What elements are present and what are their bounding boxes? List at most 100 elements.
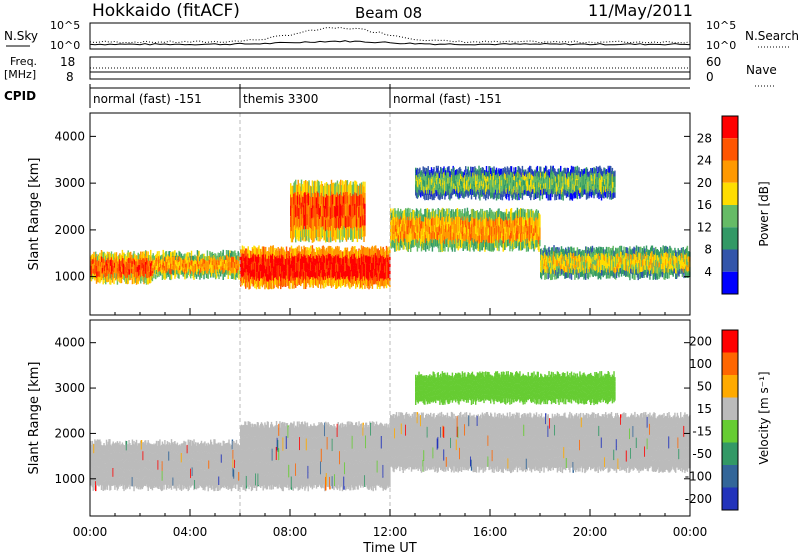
data-cell (206, 267, 209, 273)
data-cell (170, 252, 172, 258)
data-cell (153, 264, 155, 270)
data-cell (118, 273, 120, 279)
data-cell (211, 260, 214, 265)
data-cell (194, 263, 196, 269)
data-cell (139, 254, 141, 260)
data-cell (110, 253, 112, 260)
data-cell (130, 264, 133, 269)
data-cell (90, 261, 92, 266)
data-cell (235, 274, 237, 280)
data-cell (99, 277, 101, 284)
data-cell (233, 273, 235, 280)
data-cell (228, 266, 230, 271)
data-cell (248, 265, 250, 274)
data-cell (245, 248, 248, 256)
data-cell (168, 260, 170, 265)
data-cell (200, 254, 203, 260)
data-cell (195, 267, 197, 272)
data-cell (173, 256, 175, 261)
data-cell (199, 275, 201, 280)
data-cell (159, 270, 161, 275)
data-cell (260, 278, 263, 285)
data-cell (108, 262, 110, 269)
data-cell (127, 250, 129, 258)
data-cell (229, 260, 231, 266)
data-cell (145, 262, 147, 268)
data-cell (173, 260, 175, 266)
data-cell (179, 251, 181, 257)
data-cell (198, 268, 200, 274)
data-cell (103, 263, 105, 269)
data-cell (221, 269, 224, 275)
data-cell (175, 272, 177, 277)
data-cell (210, 257, 212, 263)
data-cell (239, 257, 241, 262)
data-cell (155, 265, 158, 270)
data-cell (125, 261, 128, 268)
data-cell (262, 262, 264, 270)
data-cell (156, 272, 159, 278)
data-cell (150, 263, 152, 270)
data-cell (257, 262, 259, 271)
data-cell (123, 258, 125, 264)
data-cell (274, 270, 276, 278)
data-cell (98, 271, 100, 277)
data-cell (169, 251, 171, 257)
data-cell (171, 269, 174, 274)
data-cell (140, 275, 143, 281)
data-cell (185, 263, 187, 268)
data-cell (183, 263, 185, 268)
data-cell (99, 264, 101, 271)
data-cell (198, 250, 200, 256)
data-cell (264, 265, 266, 274)
data-cell (121, 267, 124, 274)
data-cell (226, 258, 229, 263)
data-cell (136, 272, 139, 278)
data-cell (270, 255, 273, 264)
data-cell (272, 271, 274, 281)
data-cell (133, 277, 135, 284)
data-cell (104, 271, 106, 277)
data-cell (145, 250, 147, 257)
data-cell (224, 259, 226, 264)
data-cell (146, 254, 149, 261)
data-cell (174, 273, 176, 279)
data-cell (250, 251, 253, 258)
data-cell (264, 281, 266, 290)
data-cell (159, 255, 161, 260)
data-cell (178, 250, 180, 257)
data-cell (208, 267, 210, 271)
data-cell (172, 266, 174, 271)
data-cell (100, 276, 102, 282)
data-cell (100, 261, 102, 267)
data-cell (110, 265, 112, 273)
data-cell (166, 267, 169, 271)
data-cell (274, 262, 276, 271)
data-cell (110, 278, 112, 285)
data-cell (227, 256, 229, 262)
data-cell (146, 272, 149, 279)
data-cell (140, 277, 142, 284)
data-cell (182, 255, 184, 260)
data-cell (274, 247, 276, 256)
data-cell (637, 273, 639, 281)
data-cell (256, 264, 259, 272)
data-cell (267, 274, 269, 282)
data-cell (115, 275, 117, 281)
data-cell (135, 272, 137, 278)
data-cell (225, 266, 227, 271)
data-cell (231, 251, 234, 257)
data-cell (215, 260, 218, 265)
data-cell (195, 256, 197, 260)
data-cell (265, 269, 267, 277)
data-cell (245, 256, 247, 265)
data-cell (253, 261, 255, 270)
data-cell (105, 272, 107, 279)
data-cell (250, 272, 252, 280)
data-cell (224, 255, 226, 260)
data-cell (266, 266, 269, 274)
data-cell (266, 273, 269, 282)
data-cell (181, 266, 184, 271)
data-cell (125, 256, 128, 262)
